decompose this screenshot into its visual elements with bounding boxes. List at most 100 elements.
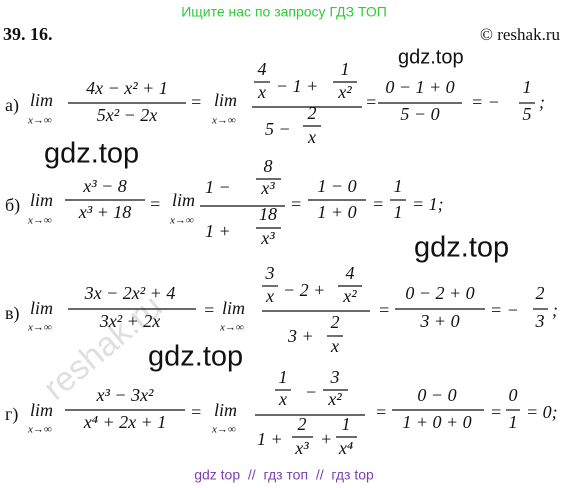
math-part: + xyxy=(320,429,332,449)
math-part: lim xyxy=(214,90,237,110)
math-part: x→∞ xyxy=(27,215,52,227)
math-part: 3 xyxy=(265,263,275,283)
math-part: 3 xyxy=(535,311,545,331)
math-part: x→∞ xyxy=(211,115,236,127)
math-part: x³ − 8 xyxy=(82,176,127,196)
math-part: x→∞ xyxy=(27,115,52,127)
watermark: gdz.top xyxy=(148,341,243,373)
math-part: 4 xyxy=(346,263,355,283)
math-part: 3 xyxy=(330,367,340,387)
watermark: gdz.top xyxy=(414,232,509,264)
math-part: 1 + 0 + 0 xyxy=(402,412,471,432)
math-part: = xyxy=(372,194,384,214)
footer: gdz top // гдз топ // гдз top xyxy=(194,467,374,483)
math-part: − xyxy=(305,382,317,402)
math-part: = xyxy=(290,194,302,214)
math-part: = xyxy=(203,300,215,320)
math-part: = 0; xyxy=(526,402,558,422)
task-number: 39. 16. xyxy=(3,24,53,44)
math-part: 0 xyxy=(509,385,518,405)
math-part: ; xyxy=(552,300,558,320)
math-part: lim xyxy=(222,298,245,318)
math-part: 3 + xyxy=(287,326,314,346)
math-part: = xyxy=(190,92,202,112)
math-part: lim xyxy=(214,400,237,420)
math-part: 0 − 0 xyxy=(417,385,456,405)
math-part: x³ xyxy=(294,438,309,458)
math-part: 1 xyxy=(523,77,532,97)
math-part: 1 + xyxy=(257,429,283,449)
math-part: x² xyxy=(342,286,357,306)
math-part: x→∞ xyxy=(219,322,244,334)
math-part: 1 xyxy=(509,412,518,432)
watermark: gdz.top xyxy=(44,138,139,170)
math-part: 5 − xyxy=(265,119,291,139)
item-label: г) xyxy=(5,404,18,425)
math-part: − 2 + xyxy=(283,280,325,300)
math-part: 1 xyxy=(341,59,350,79)
math-part: 1 xyxy=(342,414,351,434)
math-part: lim xyxy=(30,190,53,210)
math-part: 1 + 0 xyxy=(317,202,356,222)
item-label: б) xyxy=(5,195,20,216)
math-part: = xyxy=(365,92,377,112)
math-part: lim xyxy=(30,298,53,318)
math-part: x→∞ xyxy=(27,424,52,436)
math-part: 0 − 1 + 0 xyxy=(385,77,454,97)
math-part: = − xyxy=(471,92,500,112)
math-part: 0 − 2 + 0 xyxy=(405,283,474,303)
math-part: 4x − x² + 1 xyxy=(86,78,168,98)
math-part: 1 − 0 xyxy=(317,176,356,196)
math-part: x² xyxy=(327,389,342,409)
math-part: 2 xyxy=(331,312,340,332)
math-part: 3x² + 2x xyxy=(99,311,161,331)
math-part: x xyxy=(307,127,316,147)
math-part: = 1; xyxy=(412,194,444,214)
math-part: x xyxy=(278,389,287,409)
math-part: lim xyxy=(30,90,53,110)
math-part: 5 xyxy=(523,104,532,124)
math-part: 3x − 2x² + 4 xyxy=(84,283,176,303)
math-part: x→∞ xyxy=(169,215,194,227)
math-part: ; xyxy=(539,92,545,112)
math-part: 5 − 0 xyxy=(400,104,439,124)
math-part: 2 xyxy=(536,283,545,303)
math-part: − 1 + xyxy=(276,76,318,96)
math-part: = xyxy=(490,402,502,422)
math-part: x→∞ xyxy=(211,424,236,436)
math-part: = xyxy=(378,300,390,320)
math-part: 1 xyxy=(394,176,403,196)
math-part: x xyxy=(265,286,274,306)
math-part: 1 xyxy=(279,367,288,387)
math-part: x³ xyxy=(260,228,275,248)
item-label: а) xyxy=(5,95,19,116)
math-part: 4 xyxy=(258,59,267,79)
math-part: x⁴ xyxy=(338,438,353,458)
math-part: = − xyxy=(490,300,519,320)
math-part: 5x² − 2x xyxy=(97,105,158,125)
math-part: x³ − 3x² xyxy=(96,385,155,405)
math-part: x xyxy=(330,336,339,356)
math-part: 3 + 0 xyxy=(419,311,459,331)
copyright: © reshak.ru xyxy=(480,25,560,44)
math-part: x² xyxy=(337,82,352,102)
banner: Ищите нас по запросу ГДЗ ТОП xyxy=(181,4,387,20)
math-part: = xyxy=(375,402,387,422)
watermark: gdz.top xyxy=(398,46,464,68)
math-part: x³ xyxy=(260,178,275,198)
math-part: 1 + xyxy=(205,221,231,241)
math-part: 1 − xyxy=(205,177,231,197)
math-part: 18 xyxy=(259,204,277,224)
math-part: lim xyxy=(30,400,53,420)
math-part: 1 xyxy=(394,202,403,222)
math-part: 8 xyxy=(264,156,273,176)
math-part: x⁴ + 2x + 1 xyxy=(83,412,167,432)
math-part: lim xyxy=(172,190,195,210)
math-part: x→∞ xyxy=(27,322,52,334)
math-part: 2 xyxy=(298,414,307,434)
math-part: x³ + 18 xyxy=(78,202,132,222)
math-part: = xyxy=(149,194,161,214)
item-label: в) xyxy=(5,303,20,324)
